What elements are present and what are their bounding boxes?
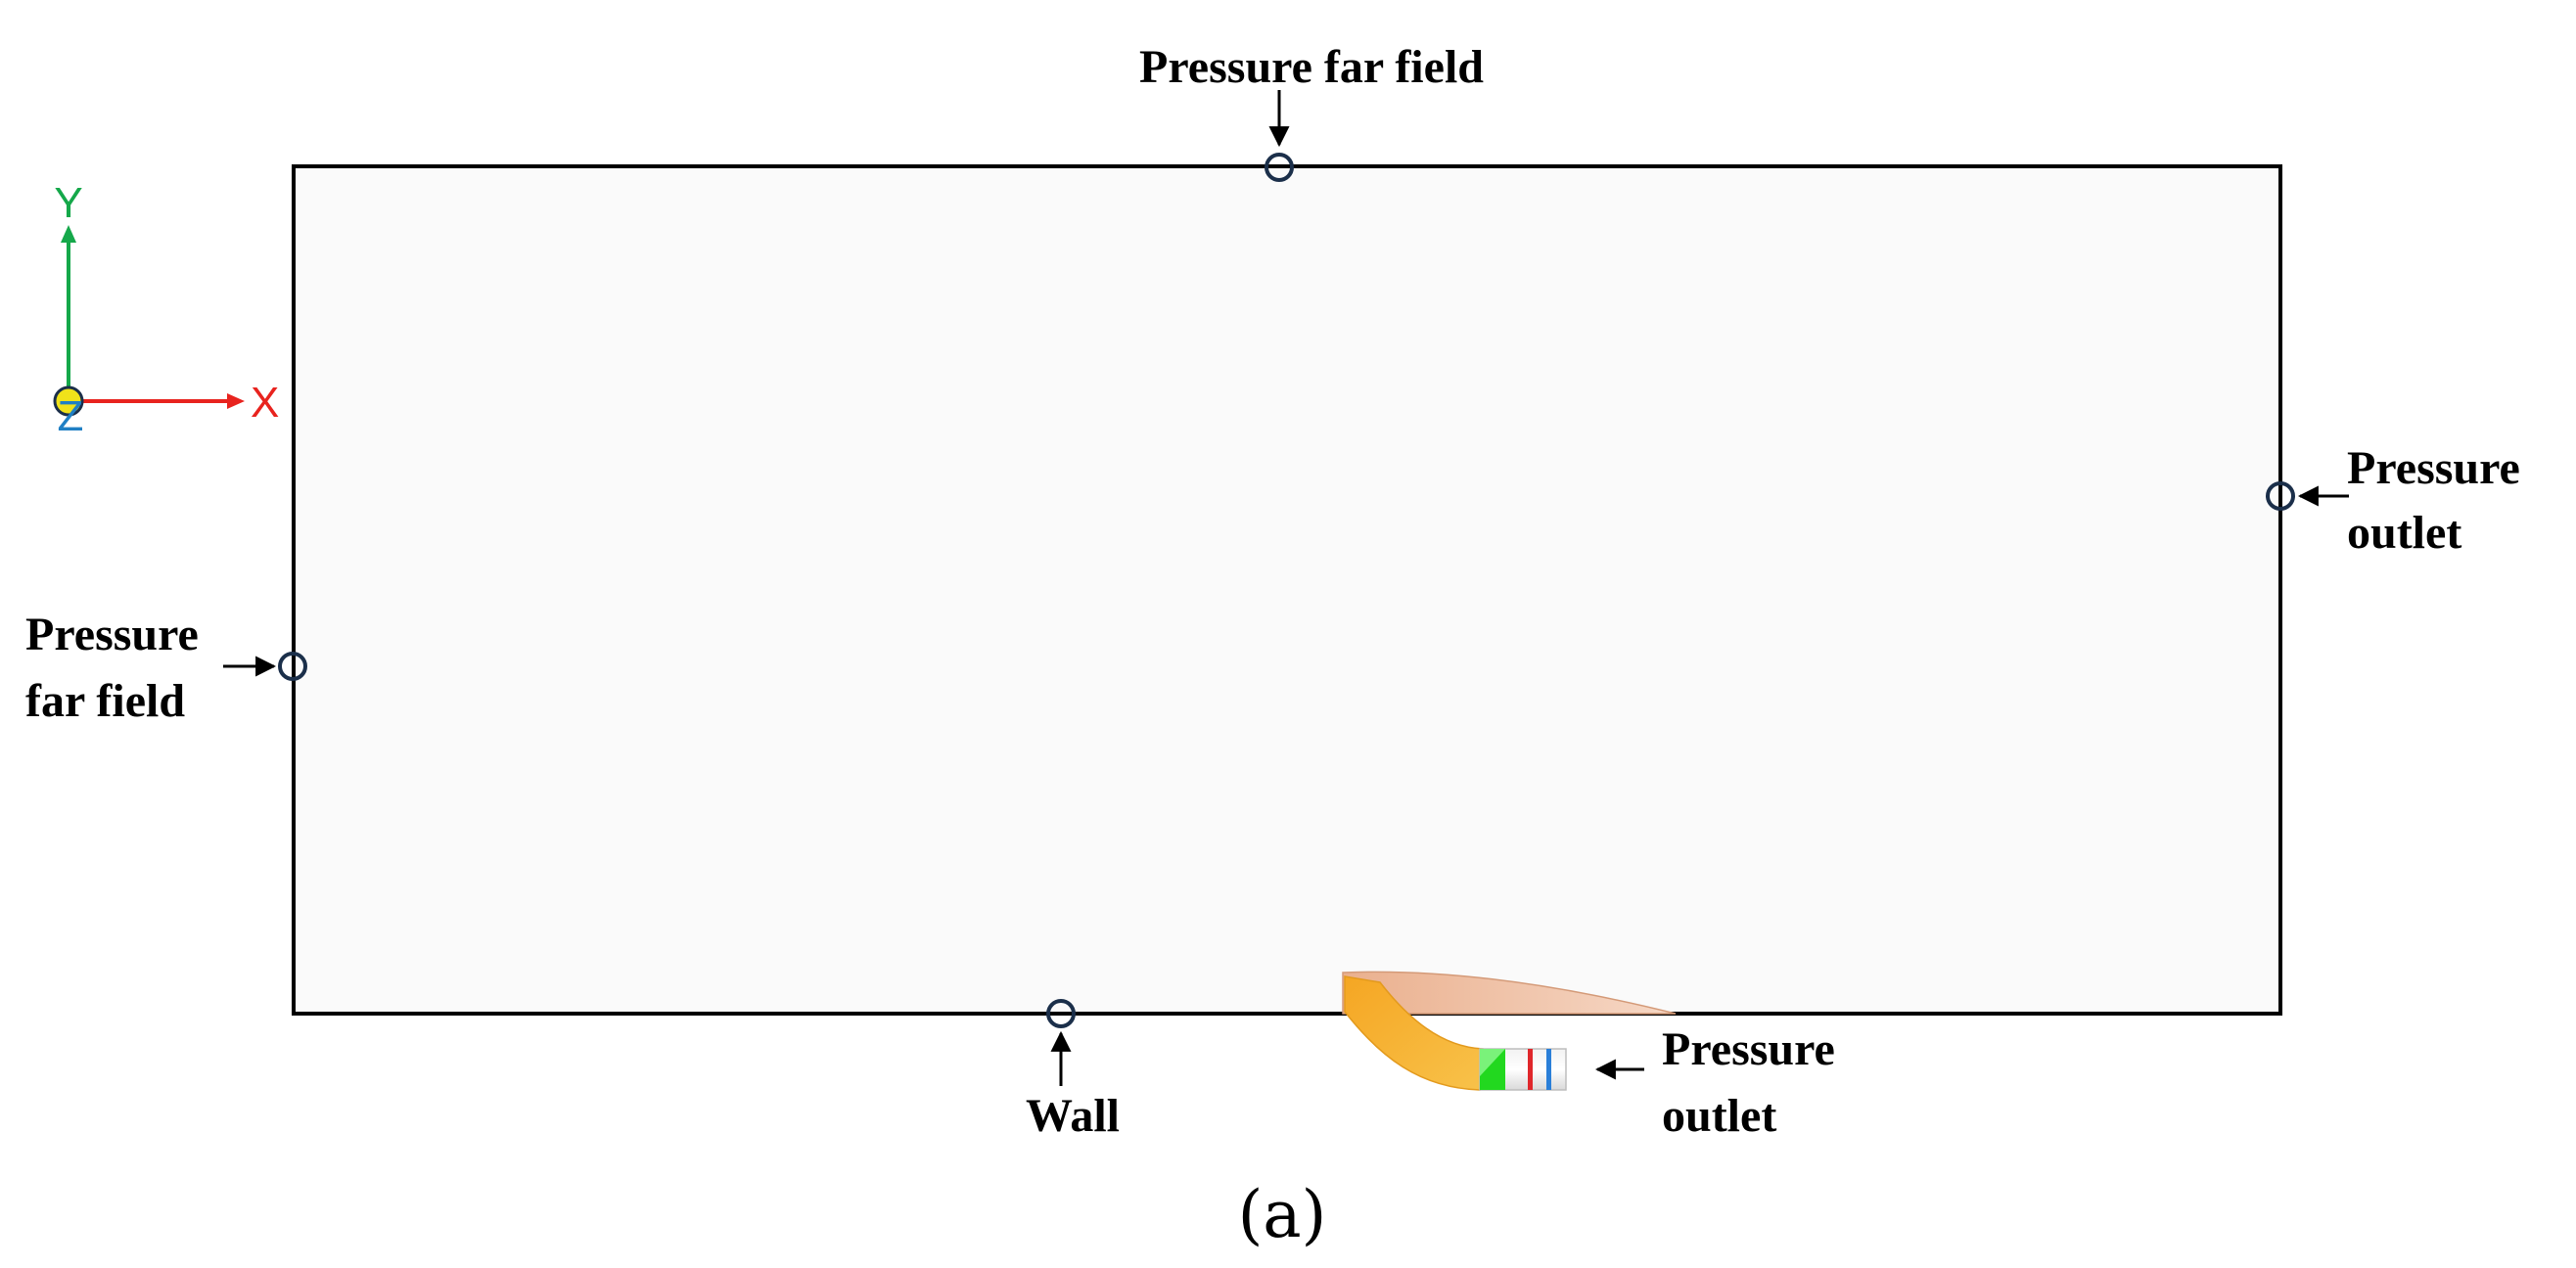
nozzle-red-band bbox=[1528, 1049, 1533, 1090]
nozzle-inlet-shade bbox=[1480, 1049, 1505, 1076]
right-boundary-marker bbox=[2266, 481, 2295, 511]
wall-label: Wall bbox=[1026, 1090, 1120, 1142]
x-axis-label: X bbox=[251, 379, 279, 427]
y-axis-label: Y bbox=[54, 179, 82, 227]
x-axis-arrowhead bbox=[227, 393, 245, 409]
right-label-line2: outlet bbox=[2347, 507, 2461, 559]
figure-caption: (a) bbox=[1238, 1177, 1327, 1252]
y-axis-arrowhead bbox=[61, 225, 76, 243]
coordinate-axes: Y X Z bbox=[53, 179, 279, 440]
computational-domain bbox=[292, 164, 2282, 1016]
left-label-line1: Pressure bbox=[25, 609, 199, 660]
left-label-line2: far field bbox=[25, 675, 185, 727]
wall-boundary-marker bbox=[1046, 999, 1076, 1028]
top-label: Pressure far field bbox=[1139, 41, 1484, 93]
right-label-line1: Pressure bbox=[2347, 442, 2520, 494]
origin-marker bbox=[53, 385, 84, 417]
nozzle-blue-band bbox=[1546, 1049, 1551, 1090]
z-axis-label: Z bbox=[58, 392, 84, 440]
nozzle-top-cap bbox=[1342, 971, 1677, 1015]
nozzle-label-line1: Pressure bbox=[1662, 1023, 1835, 1075]
nozzle-label-line2: outlet bbox=[1662, 1090, 1776, 1142]
top-boundary-marker bbox=[1265, 153, 1294, 182]
nozzle-geometry bbox=[1342, 971, 1677, 1091]
left-boundary-marker bbox=[278, 652, 307, 681]
